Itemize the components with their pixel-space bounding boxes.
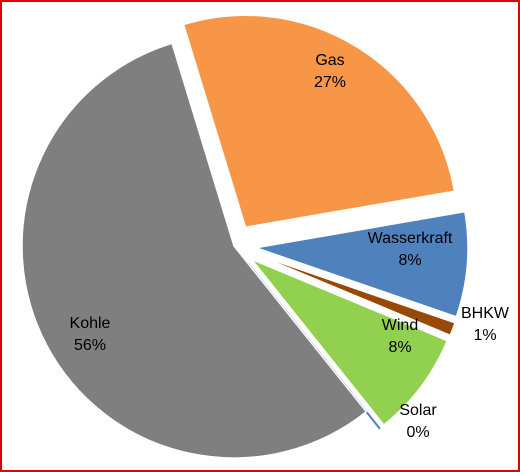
pie-slice	[254, 253, 456, 337]
pie-slice	[182, 14, 456, 229]
slice-label: Solar	[399, 402, 437, 419]
pie-slice	[21, 42, 368, 459]
value-label: 8%	[398, 252, 421, 269]
slice-label: Wasserkraft	[368, 230, 453, 247]
pie-slice	[255, 210, 469, 318]
value-label: 8%	[388, 339, 411, 356]
value-label: 0%	[406, 424, 429, 441]
slice-label: Gas	[315, 52, 344, 69]
pie-slice	[250, 258, 449, 426]
value-label: 27%	[314, 74, 346, 91]
slice-label: BHKW	[461, 305, 510, 322]
value-label: 56%	[74, 337, 106, 354]
slice-label: Wind	[382, 317, 418, 334]
slice-label: Kohle	[70, 315, 111, 332]
value-label: 1%	[473, 327, 496, 344]
